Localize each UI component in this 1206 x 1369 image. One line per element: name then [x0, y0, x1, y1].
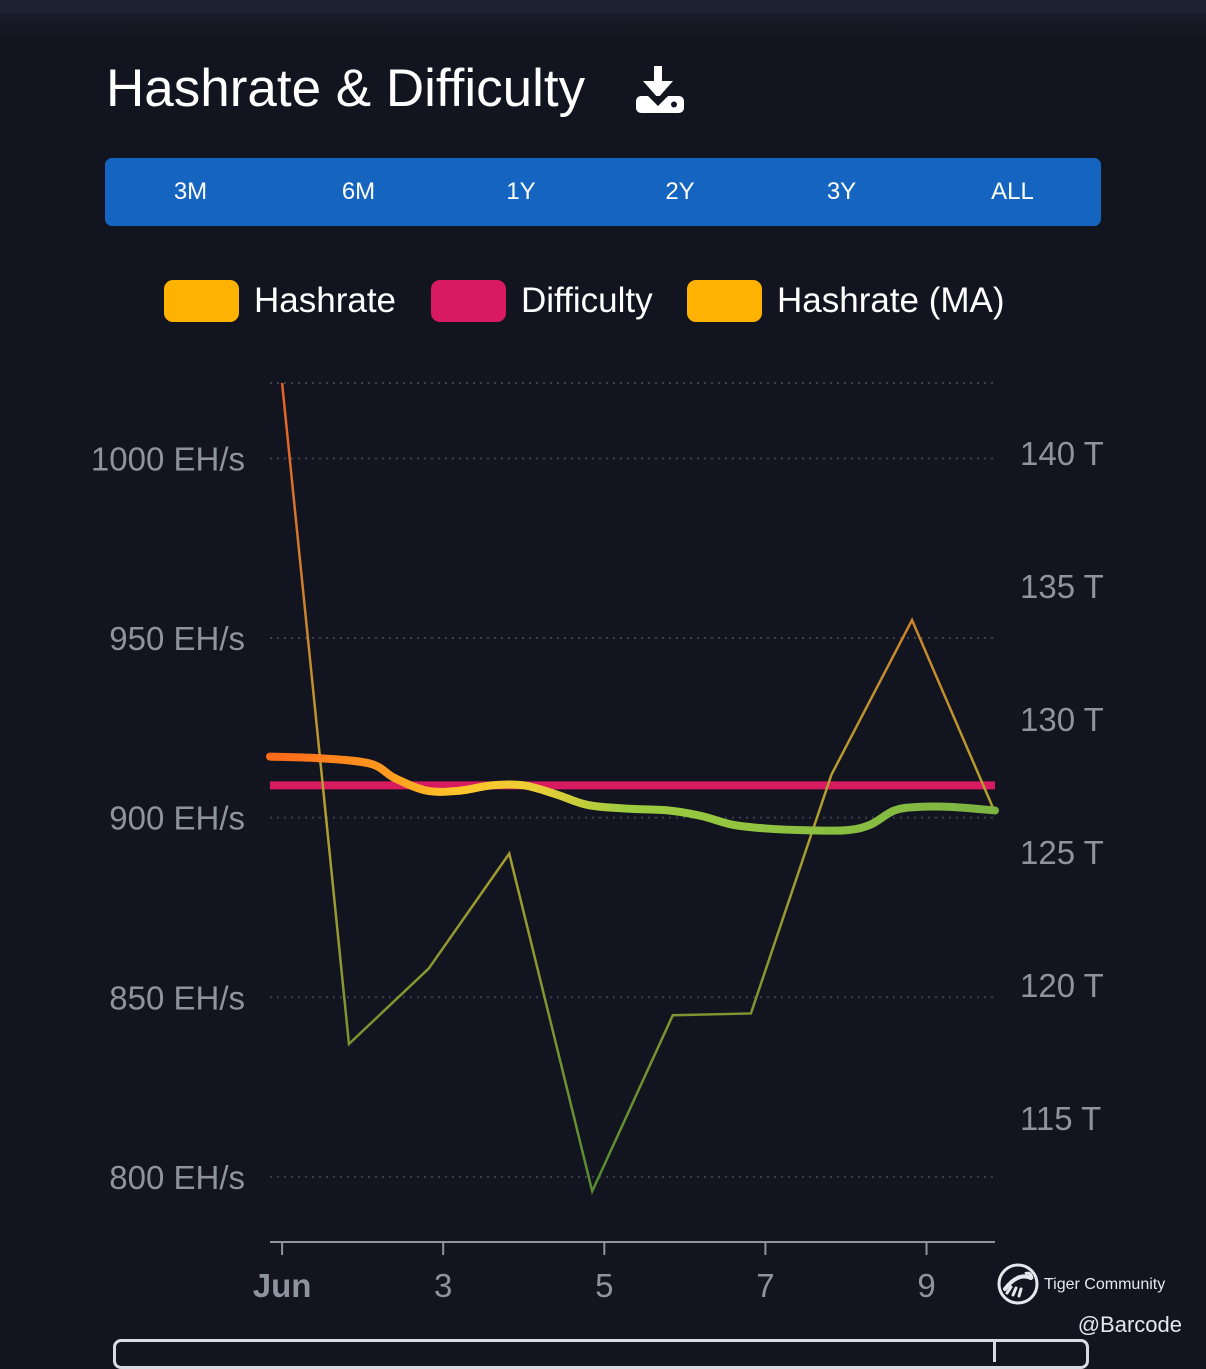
- range-button-3m[interactable]: 3M: [173, 178, 208, 205]
- legend-item-hashrate[interactable]: Hashrate: [164, 278, 396, 324]
- legend-item-difficulty[interactable]: Difficulty: [431, 278, 653, 324]
- y-right-tick-label: 115 T: [1020, 1100, 1101, 1137]
- y-left-tick-label: 1000 EH/s: [91, 440, 245, 477]
- y-right-tick-label: 130 T: [1020, 701, 1104, 738]
- legend-swatch-hashrate-ma: [687, 280, 762, 322]
- x-tick-label: 5: [595, 1267, 613, 1304]
- legend-label-hashrate: Hashrate: [254, 281, 397, 320]
- y-left-tick-label: 800 EH/s: [109, 1159, 245, 1196]
- legend-item-hashrate-ma[interactable]: Hashrate (MA): [687, 278, 1005, 324]
- series-line-hashrate-ma: [266, 752, 999, 835]
- x-tick-label: Jun: [253, 1267, 312, 1304]
- range-button-1y[interactable]: 1Y: [506, 178, 536, 205]
- y-right-tick-label: 140 T: [1020, 435, 1104, 472]
- range-button-all[interactable]: ALL: [991, 178, 1034, 205]
- top-strip: [0, 0, 1206, 14]
- legend-swatch-difficulty: [431, 280, 506, 322]
- top-shadow: [0, 14, 1206, 44]
- y-right-tick-label: 135 T: [1020, 568, 1104, 605]
- x-tick-label: 9: [917, 1267, 935, 1304]
- watermark-user: @Barcode: [1077, 1312, 1182, 1337]
- y-left-tick-label: 950 EH/s: [109, 620, 245, 657]
- legend-label-difficulty: Difficulty: [521, 281, 653, 320]
- download-icon[interactable]: [634, 64, 686, 114]
- chart-series: [266, 382, 999, 1196]
- x-tick-label: 3: [434, 1267, 452, 1304]
- navigator-handle[interactable]: [993, 1342, 996, 1362]
- range-navigator[interactable]: [113, 1339, 1089, 1369]
- page-title: Hashrate & Difficulty: [106, 59, 586, 118]
- y-left-tick-label: 850 EH/s: [109, 979, 245, 1016]
- chart-axes: 1000 EH/s 950 EH/s 900 EH/s 850 EH/s 800 EH/…: [91, 435, 1104, 1304]
- range-button-2y[interactable]: 2Y: [665, 178, 695, 205]
- y-right-tick-label: 120 T: [1020, 967, 1104, 1004]
- legend-label-hashrate-ma: Hashrate (MA): [777, 281, 1005, 320]
- tiger-community-logo: [997, 1263, 1039, 1305]
- grid-lines: [270, 382, 995, 1178]
- watermark: Tiger Community @Barcode: [992, 1262, 1182, 1342]
- legend-swatch-hashrate: [164, 280, 239, 322]
- range-button-3y[interactable]: 3Y: [826, 178, 857, 205]
- watermark-brand: Tiger Community: [1044, 1276, 1166, 1293]
- series-line-hashrate: [280, 382, 994, 1196]
- range-selector: 3M 6M 1Y 2Y 3Y ALL: [105, 158, 1101, 226]
- chart-legend: Hashrate Difficulty Hashrate (MA): [0, 278, 1206, 324]
- y-left-tick-label: 900 EH/s: [109, 800, 245, 837]
- x-tick-label: 7: [756, 1267, 774, 1304]
- range-button-6m[interactable]: 6M: [341, 178, 376, 205]
- y-right-tick-label: 125 T: [1020, 834, 1104, 871]
